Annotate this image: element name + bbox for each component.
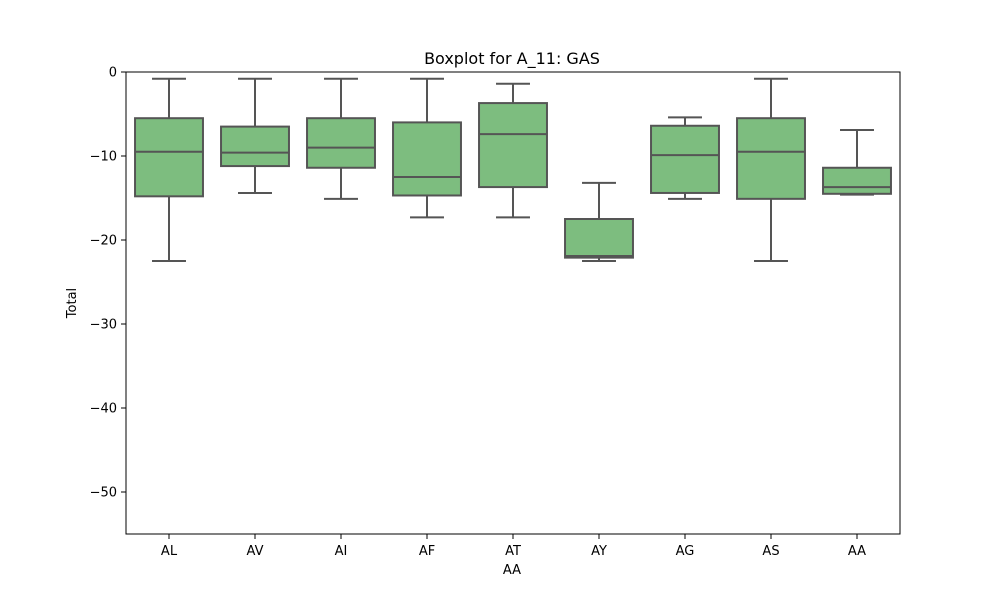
box-AV [220,125,290,168]
box-AG [650,124,720,194]
box-AT [478,102,548,189]
x-tick-label: AY [591,544,607,559]
box-AS [736,117,806,200]
chart-title: Boxplot for A_11: GAS [424,49,600,69]
box-AA [822,166,892,195]
x-axis-label: AA [503,563,521,578]
y-axis-label: Total [65,288,80,319]
plot-area: 0 −10 −20 −30 −40 −50 AL AV AI AF AT AY AG AS AA [90,66,901,559]
box-AI [306,117,376,169]
x-tick-label: AA [848,544,866,559]
y-tick-label: −10 [90,150,117,165]
y-tick-label: 0 [109,66,117,81]
y-tick-label: −20 [90,234,117,249]
y-tick-label: −30 [90,318,117,333]
y-tick-label: −40 [90,402,117,417]
x-tick-label: AV [247,544,264,559]
x-tick-label: AS [762,544,779,559]
x-tick-label: AL [161,544,178,559]
x-tick-label: AF [419,544,435,559]
y-tick-label: −50 [90,486,117,501]
box-AL [134,117,204,198]
x-tick-label: AI [335,544,348,559]
x-tick-label: AG [676,544,695,559]
x-tick-label: AT [505,544,521,559]
box-AY [564,218,634,259]
box-AF [392,121,462,197]
